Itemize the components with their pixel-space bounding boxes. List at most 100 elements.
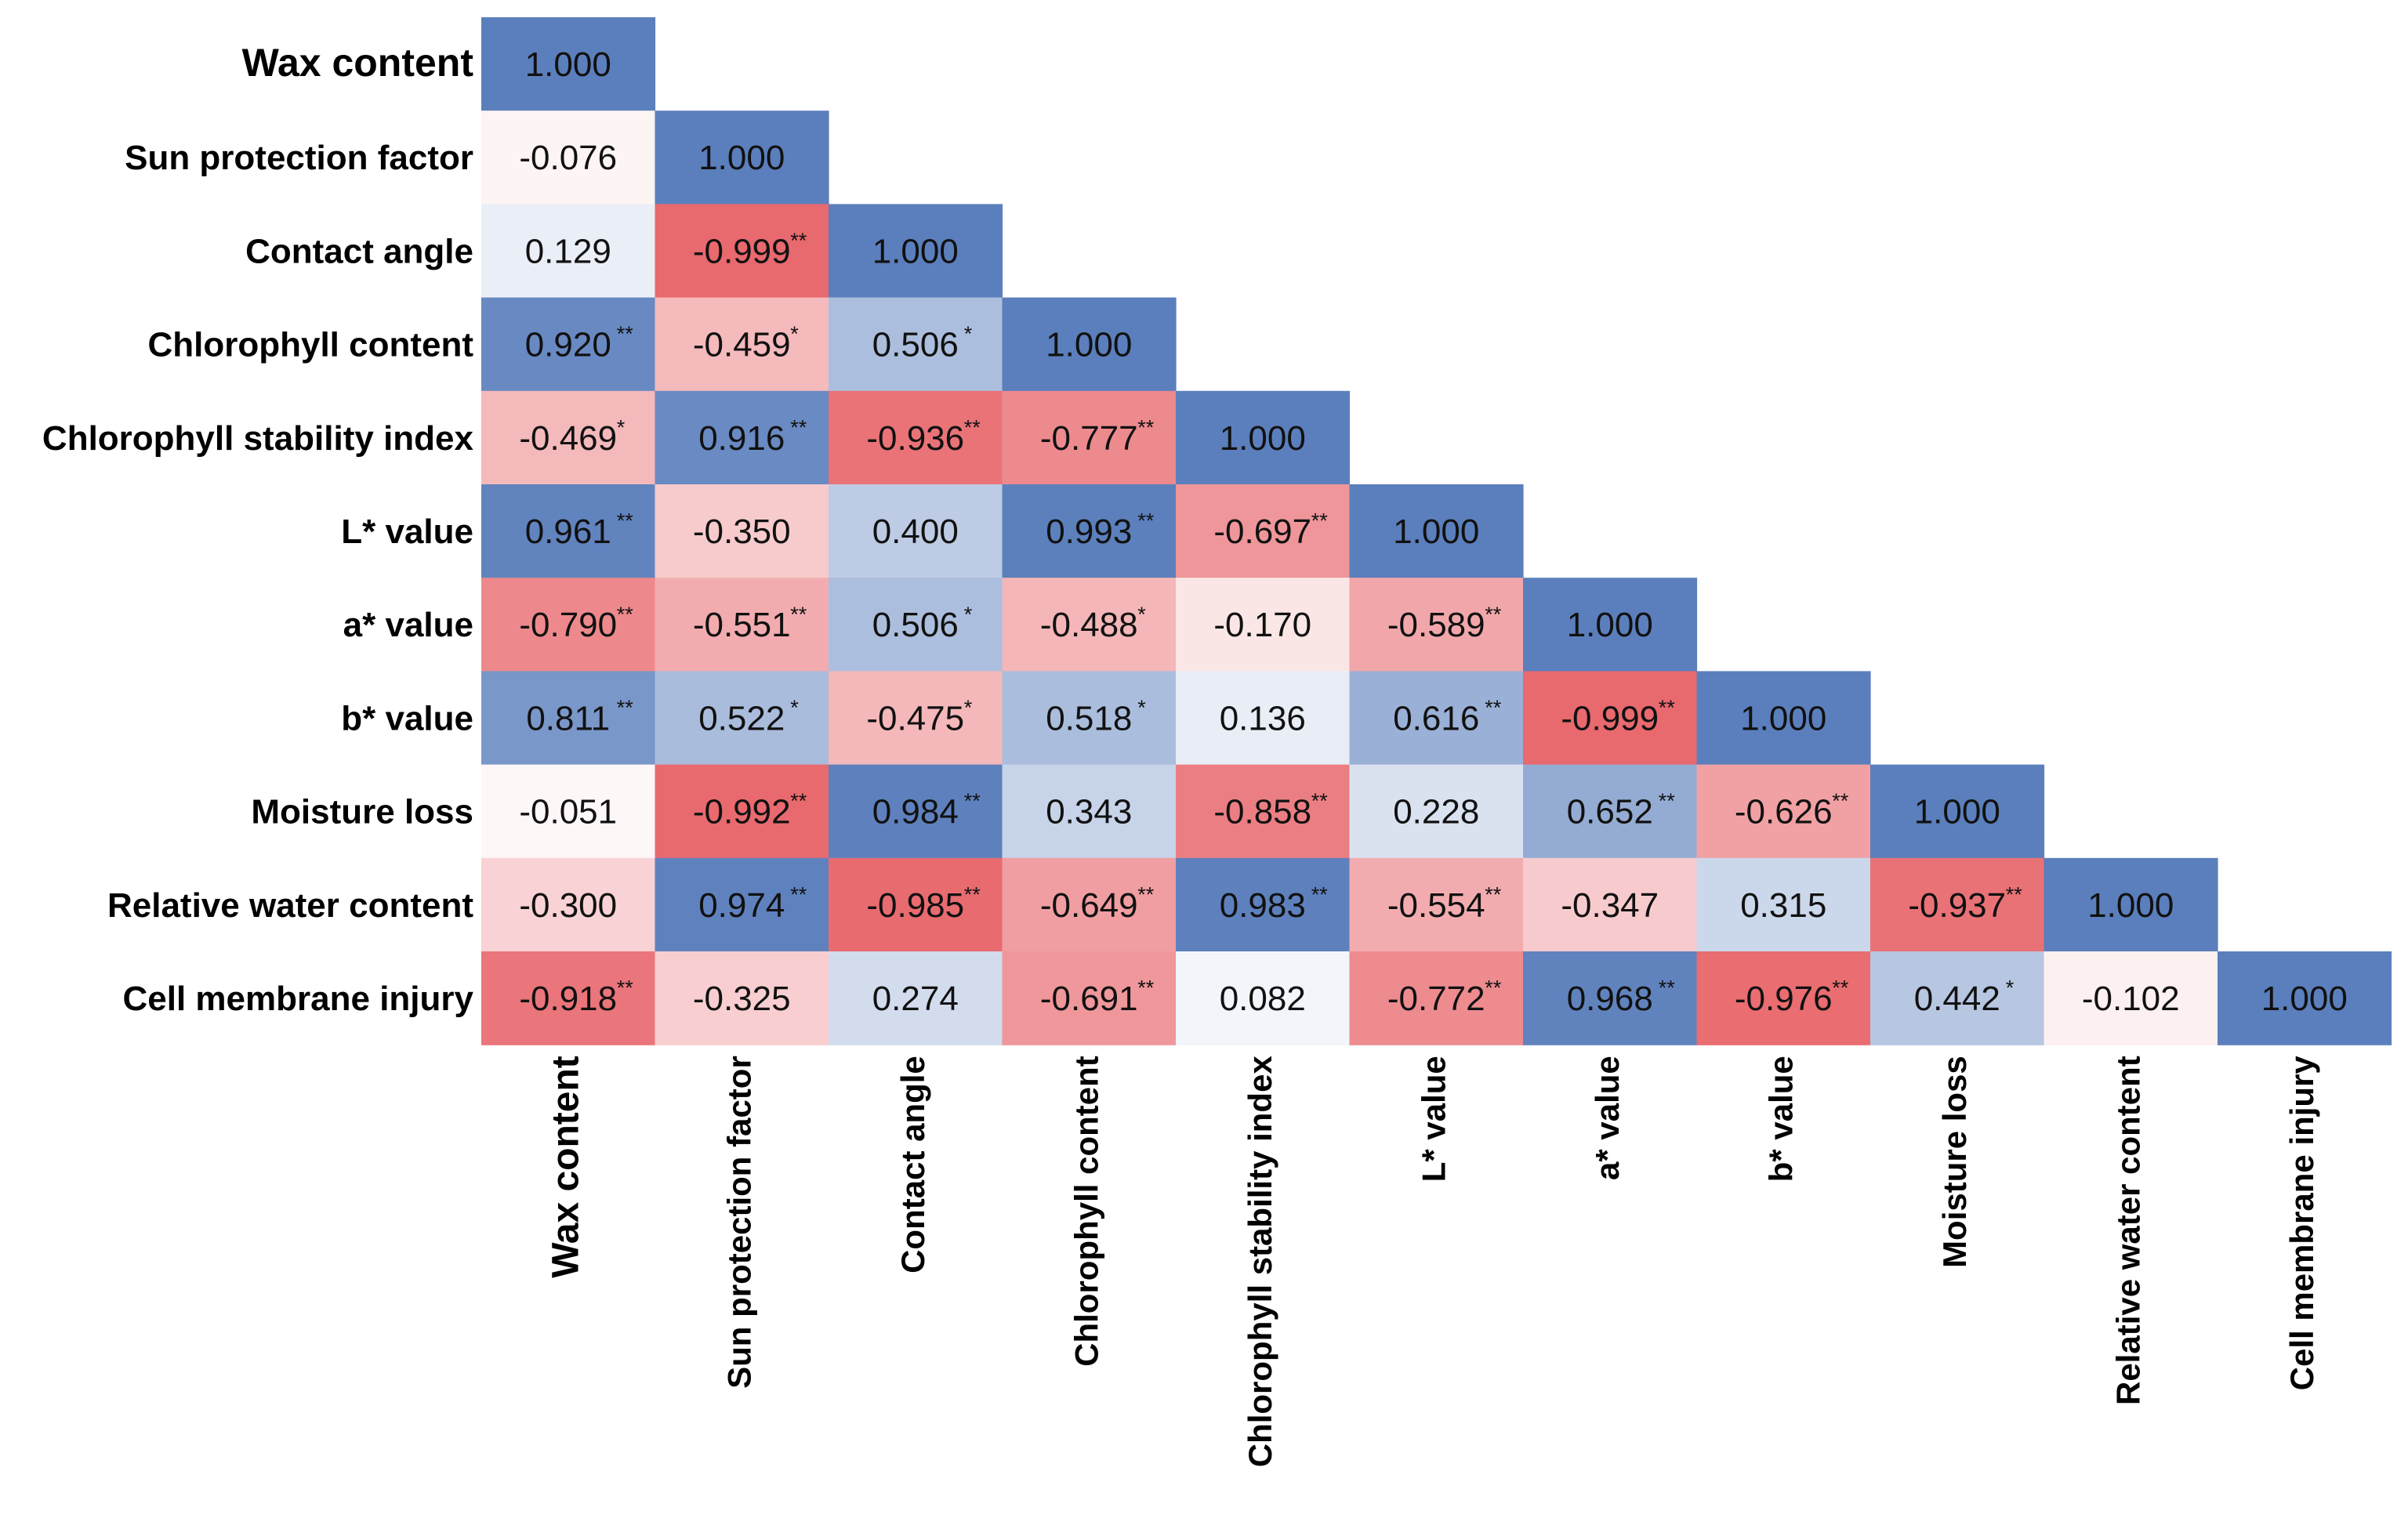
significance-marker: *	[2006, 976, 2015, 1000]
significance-marker: *	[964, 603, 973, 626]
cell-value-label: -0.325	[693, 980, 791, 1018]
cell-b-star-value-contact-angle	[829, 671, 1003, 766]
cell-l-star-value-sun-protection-factor	[655, 484, 829, 578]
cell-cell-membrane-injury-contact-angle	[829, 951, 1003, 1045]
cell-chlorophyll-stability-index-chlorophyll-stability-index	[1176, 390, 1351, 485]
cell-cell-membrane-injury-chlorophyll-stability-index	[1176, 951, 1351, 1045]
column-label-l-star-value: L* value	[1415, 1056, 1452, 1182]
cell-a-star-value-a-star-value	[1523, 578, 1698, 672]
significance-marker: *	[790, 696, 799, 719]
cell-a-star-value-chlorophyll-stability-index	[1176, 578, 1351, 672]
significance-marker: **	[1485, 882, 1502, 906]
significance-marker: **	[1311, 882, 1329, 906]
cell-value-label: 0.616	[1393, 699, 1479, 737]
significance-marker: **	[1137, 882, 1155, 906]
cell-value-label: 1.000	[1220, 419, 1306, 458]
cell-value-label: -0.488	[1040, 606, 1138, 644]
significance-marker: **	[617, 696, 634, 719]
cell-value-label: 0.400	[872, 513, 959, 551]
significance-marker: **	[964, 789, 981, 813]
cell-value-label: -0.554	[1387, 886, 1485, 925]
significance-marker: **	[1485, 696, 1502, 719]
cell-value-label: 1.000	[1046, 326, 1132, 364]
cell-value-label: 0.343	[1046, 793, 1132, 831]
column-label-b-star-value: b* value	[1762, 1056, 1799, 1182]
cell-value-label: -0.102	[2082, 980, 2180, 1018]
column-label-moisture-loss: Moisture loss	[1936, 1056, 1973, 1268]
row-label-moisture-loss: Moisture loss	[251, 793, 473, 831]
significance-marker: **	[1659, 789, 1676, 813]
cell-value-label: -0.626	[1735, 793, 1833, 831]
cell-cell-membrane-injury-wax-content	[481, 951, 656, 1045]
row-label-chlorophyll-content: Chlorophyll content	[147, 326, 473, 364]
cell-relative-water-content-a-star-value	[1523, 857, 1698, 952]
significance-marker: **	[790, 415, 807, 439]
significance-marker: *	[790, 322, 799, 346]
cell-l-star-value-wax-content	[481, 484, 656, 578]
cell-value-label: 0.968	[1567, 980, 1653, 1018]
cell-value-label: -0.936	[866, 419, 964, 458]
column-label-contact-angle: Contact angle	[894, 1056, 931, 1273]
cell-contact-angle-contact-angle	[829, 204, 1003, 299]
cell-value-label: -0.459	[693, 326, 791, 364]
cell-cell-membrane-injury-l-star-value	[1349, 951, 1524, 1045]
significance-marker: **	[617, 603, 634, 626]
cell-value-label: 1.000	[1393, 513, 1479, 551]
cell-value-label: 0.442	[1914, 980, 2000, 1018]
cell-chlorophyll-content-chlorophyll-content	[1002, 297, 1177, 392]
significance-marker: **	[1659, 976, 1676, 1000]
cell-value-label: 0.984	[872, 793, 959, 831]
significance-marker: *	[964, 322, 973, 346]
cell-moisture-loss-sun-protection-factor	[655, 764, 829, 859]
significance-marker: **	[1832, 789, 1849, 813]
cell-b-star-value-chlorophyll-content	[1002, 671, 1177, 766]
cell-moisture-loss-moisture-loss	[1870, 764, 2045, 859]
significance-marker: **	[1832, 976, 1849, 1000]
cell-value-label: 0.993	[1046, 513, 1132, 551]
significance-marker: **	[1311, 509, 1329, 533]
cell-value-label: 0.811	[526, 699, 610, 737]
significance-marker: **	[790, 882, 807, 906]
cell-contact-angle-sun-protection-factor	[655, 204, 829, 299]
cell-sun-protection-factor-wax-content	[481, 110, 656, 205]
cell-relative-water-content-moisture-loss	[1870, 857, 2045, 952]
significance-marker: **	[1485, 603, 1502, 626]
cell-value-label: 0.983	[1220, 886, 1306, 925]
cell-a-star-value-chlorophyll-content	[1002, 578, 1177, 672]
cell-value-label: -0.347	[1561, 886, 1659, 925]
cell-value-label: -0.051	[519, 793, 617, 831]
cell-moisture-loss-chlorophyll-content	[1002, 764, 1177, 859]
cell-b-star-value-wax-content	[481, 671, 656, 766]
significance-marker: **	[617, 322, 634, 346]
cell-b-star-value-l-star-value	[1349, 671, 1524, 766]
significance-marker: **	[1137, 976, 1155, 1000]
cell-value-label: -0.777	[1040, 419, 1138, 458]
cell-value-label: 0.274	[872, 980, 959, 1018]
cell-chlorophyll-content-sun-protection-factor	[655, 297, 829, 392]
cell-a-star-value-contact-angle	[829, 578, 1003, 672]
cell-chlorophyll-stability-index-sun-protection-factor	[655, 390, 829, 485]
cell-moisture-loss-b-star-value	[1696, 764, 1871, 859]
cell-cell-membrane-injury-relative-water-content	[2044, 951, 2218, 1045]
column-label-cell-membrane-injury: Cell membrane injury	[2283, 1056, 2320, 1391]
row-label-a-star-value: a* value	[343, 606, 473, 644]
cell-value-label: 1.000	[2261, 980, 2348, 1018]
significance-marker: **	[1659, 696, 1676, 719]
significance-marker: **	[964, 882, 981, 906]
row-label-wax-content: Wax content	[242, 41, 474, 85]
column-label-chlorophyll-content: Chlorophyll content	[1068, 1056, 1104, 1367]
cell-value-label: 0.916	[698, 419, 785, 458]
cell-chlorophyll-content-contact-angle	[829, 297, 1003, 392]
cell-value-label: 0.506	[872, 326, 959, 364]
cell-value-label: -0.691	[1040, 980, 1138, 1018]
cell-l-star-value-chlorophyll-content	[1002, 484, 1177, 578]
cell-value-label: -0.350	[693, 513, 791, 551]
significance-marker: **	[964, 415, 981, 439]
cell-moisture-loss-contact-angle	[829, 764, 1003, 859]
column-label-relative-water-content: Relative water content	[2109, 1056, 2146, 1405]
cell-a-star-value-wax-content	[481, 578, 656, 672]
cell-b-star-value-a-star-value	[1523, 671, 1698, 766]
cell-value-label: -0.076	[519, 139, 617, 177]
